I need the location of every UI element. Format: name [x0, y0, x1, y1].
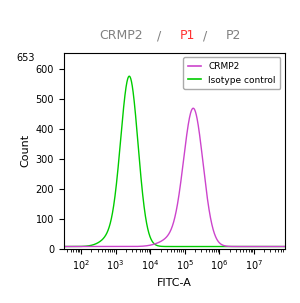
- Text: P2: P2: [226, 29, 242, 42]
- Text: /: /: [157, 29, 165, 42]
- Text: /: /: [203, 29, 212, 42]
- Y-axis label: Count: Count: [20, 134, 30, 168]
- Legend: CRMP2, Isotype control: CRMP2, Isotype control: [183, 58, 280, 89]
- X-axis label: FITC-A: FITC-A: [157, 278, 192, 288]
- Text: P1: P1: [180, 29, 196, 42]
- Text: 653: 653: [16, 53, 35, 63]
- Text: CRMP2: CRMP2: [100, 29, 143, 42]
